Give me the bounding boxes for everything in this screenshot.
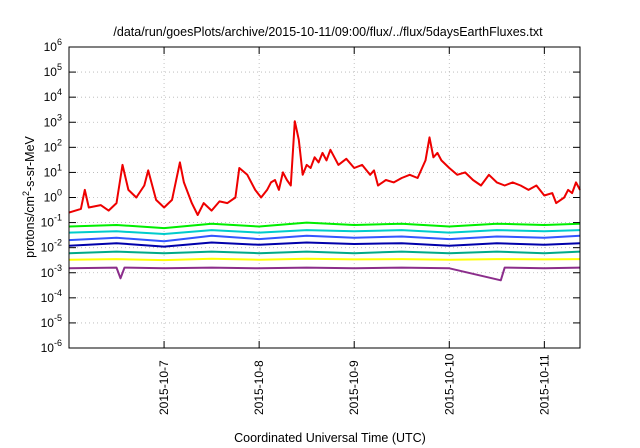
y-tick-label-exponent: -3 [54, 263, 62, 273]
y-tick-label-exponent: -6 [54, 338, 62, 348]
y-tick-label-exponent: -5 [54, 313, 62, 323]
y-tick-label-base: 10 [41, 316, 55, 330]
y-tick-label-base: 10 [44, 140, 58, 154]
y-tick-label-base: 10 [44, 115, 58, 129]
y-tick-label-exponent: -2 [54, 238, 62, 248]
y-tick-label-exponent: -4 [54, 288, 62, 298]
y-axis-title-text: protons/cm [23, 196, 37, 258]
y-tick-label-exponent: 1 [57, 162, 62, 172]
grid-lines [69, 47, 580, 348]
y-tick-label-base: 10 [44, 165, 58, 179]
y-tick-label: 104 [44, 87, 62, 104]
series-line-4 [68, 234, 581, 243]
series-line-1 [68, 120, 581, 216]
y-axis-title-superscript: 2 [21, 191, 31, 196]
y-axis-title-text-end: -s-sr-MeV [23, 135, 37, 191]
y-tick-label: 10-5 [41, 313, 62, 330]
y-tick-label: 101 [44, 162, 62, 179]
series-line-8 [68, 266, 581, 282]
y-tick-label-exponent: -1 [54, 213, 62, 223]
x-tick-label: 2015-10-8 [252, 360, 266, 415]
chart-title: /data/run/goesPlots/archive/2015-10-11/0… [113, 25, 543, 39]
x-tick-label: 2015-10-11 [537, 354, 551, 415]
y-tick-label-base: 10 [44, 40, 58, 54]
axis-ticks [69, 46, 580, 349]
series-lines [68, 120, 581, 282]
series-line-7 [68, 257, 581, 262]
y-tick-label-base: 10 [41, 341, 55, 355]
y-tick-label-exponent: 2 [57, 137, 62, 147]
series-line-2 [68, 221, 581, 230]
y-tick-label-base: 10 [41, 216, 55, 230]
x-tick-label: 2015-10-10 [442, 353, 456, 415]
y-tick-label: 100 [44, 188, 62, 205]
y-axis-labels: 10-610-510-410-310-210-11001011021031041… [41, 37, 62, 355]
y-tick-label-exponent: 6 [57, 37, 62, 47]
x-axis-labels: 2015-10-7 2015-10-8 2015-10-9 2015-10-10 201… [157, 353, 551, 415]
y-axis-title: protons/cm2-s-sr-MeV [21, 135, 37, 257]
y-tick-label: 103 [44, 112, 62, 129]
y-tick-label-base: 10 [41, 266, 55, 280]
y-tick-label: 10-6 [41, 338, 62, 355]
y-tick-label: 106 [44, 37, 62, 54]
x-tick-label: 2015-10-7 [157, 360, 171, 415]
y-tick-label-base: 10 [44, 191, 58, 205]
y-tick-label-base: 10 [44, 90, 58, 104]
y-tick-label-exponent: 5 [57, 62, 62, 72]
y-tick-label-exponent: 4 [57, 87, 62, 97]
y-tick-label: 105 [44, 62, 62, 79]
y-tick-label-exponent: 0 [57, 188, 62, 198]
y-tick-label-exponent: 3 [57, 112, 62, 122]
y-tick-label: 10-2 [41, 238, 62, 255]
x-axis-title: Coordinated Universal Time (UTC) [234, 431, 426, 445]
y-tick-label-base: 10 [44, 65, 58, 79]
y-tick-label: 10-3 [41, 263, 62, 280]
y-tick-label: 10-4 [41, 288, 62, 305]
y-tick-label-base: 10 [41, 241, 55, 255]
y-tick-label: 102 [44, 137, 62, 154]
series-line-5 [68, 241, 581, 248]
y-tick-label: 10-1 [41, 213, 62, 230]
y-tick-label-base: 10 [41, 291, 55, 305]
x-tick-label: 2015-10-9 [347, 360, 361, 415]
series-line-3 [68, 229, 581, 235]
series-line-6 [68, 250, 581, 255]
